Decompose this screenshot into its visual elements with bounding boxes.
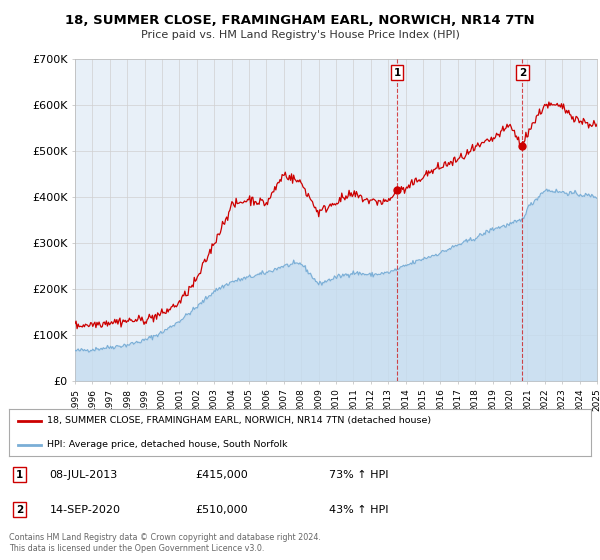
Text: £510,000: £510,000 [195, 505, 248, 515]
Text: Price paid vs. HM Land Registry's House Price Index (HPI): Price paid vs. HM Land Registry's House … [140, 30, 460, 40]
Text: £415,000: £415,000 [195, 470, 248, 479]
Text: 18, SUMMER CLOSE, FRAMINGHAM EARL, NORWICH, NR14 7TN: 18, SUMMER CLOSE, FRAMINGHAM EARL, NORWI… [65, 14, 535, 27]
Text: 1: 1 [394, 68, 401, 78]
Text: 14-SEP-2020: 14-SEP-2020 [50, 505, 121, 515]
Text: Contains HM Land Registry data © Crown copyright and database right 2024.
This d: Contains HM Land Registry data © Crown c… [9, 533, 321, 553]
Text: 08-JUL-2013: 08-JUL-2013 [50, 470, 118, 479]
Text: 73% ↑ HPI: 73% ↑ HPI [329, 470, 389, 479]
Text: 2: 2 [519, 68, 526, 78]
Text: 18, SUMMER CLOSE, FRAMINGHAM EARL, NORWICH, NR14 7TN (detached house): 18, SUMMER CLOSE, FRAMINGHAM EARL, NORWI… [47, 416, 431, 425]
Text: HPI: Average price, detached house, South Norfolk: HPI: Average price, detached house, Sout… [47, 440, 287, 449]
Text: 1: 1 [16, 470, 23, 479]
Text: 2: 2 [16, 505, 23, 515]
Text: 43% ↑ HPI: 43% ↑ HPI [329, 505, 389, 515]
